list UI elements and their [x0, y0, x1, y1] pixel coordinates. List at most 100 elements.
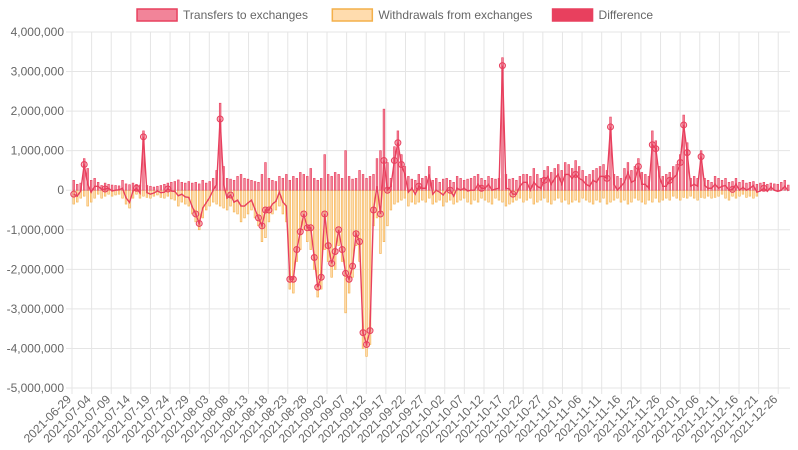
difference-point: [349, 262, 357, 270]
withdrawals-bar: [459, 189, 462, 201]
transfers-bar: [330, 176, 333, 191]
legend-swatch-transfers[interactable]: [136, 8, 178, 22]
withdrawals-bar: [525, 189, 529, 201]
transfers-bar: [776, 183, 779, 191]
legend-label-difference[interactable]: Difference: [599, 8, 654, 22]
transfers-bar: [152, 186, 156, 191]
transfers-bar: [560, 170, 563, 191]
withdrawals-bar: [302, 189, 305, 231]
transfers-bar: [156, 185, 159, 191]
transfers-bar: [246, 178, 250, 191]
transfers-bar: [159, 185, 163, 191]
withdrawals-bar: [218, 189, 222, 207]
difference-point: [366, 327, 374, 335]
withdrawals-bar: [647, 189, 651, 201]
difference-point: [540, 176, 548, 184]
withdrawals-bar: [309, 189, 312, 250]
withdrawals-bar: [205, 189, 208, 211]
transfers-bar: [76, 183, 79, 191]
transfers-bar: [462, 180, 466, 191]
withdrawals-bar: [748, 189, 752, 197]
transfers-bar: [494, 178, 497, 191]
difference-point: [356, 238, 364, 246]
transfers-bar: [103, 182, 107, 191]
withdrawals-bar: [532, 189, 535, 205]
withdrawals-bar: [706, 189, 710, 197]
withdrawals-bar: [142, 189, 145, 197]
legend-swatch-withdrawals[interactable]: [331, 8, 374, 22]
transfers-bar: [469, 178, 473, 191]
difference-point: [335, 226, 343, 234]
withdrawals-bar: [741, 189, 745, 195]
withdrawals-bar: [665, 189, 668, 199]
withdrawals-bar: [462, 189, 466, 199]
transfers-bar: [466, 178, 469, 191]
withdrawals-bar: [588, 189, 591, 203]
withdrawals-bar: [689, 189, 692, 197]
withdrawals-bar: [93, 189, 96, 199]
legend-label-withdrawals[interactable]: Withdrawals from exchanges: [378, 8, 532, 22]
transfers-bar: [89, 180, 93, 191]
withdrawals-bar: [421, 189, 424, 201]
transfers-bar: [288, 180, 292, 191]
withdrawals-bar: [504, 189, 508, 207]
transfers-bar: [438, 182, 441, 191]
transfers-bar: [699, 150, 703, 191]
transfers-bar: [459, 178, 462, 191]
withdrawals-bar: [713, 189, 717, 198]
withdrawals-bar: [180, 189, 183, 203]
transfers-bar: [435, 178, 438, 191]
y-tick-label: 0: [57, 183, 64, 197]
withdrawals-bar: [159, 189, 163, 198]
legend-label-transfers[interactable]: Transfers to exchanges: [183, 8, 308, 22]
withdrawals-bar: [574, 189, 577, 201]
transfers-bar: [292, 176, 295, 191]
difference-point: [216, 115, 224, 123]
difference-point: [390, 157, 398, 165]
y-tick-label: -1,000,000: [7, 223, 65, 237]
grid-lines: [66, 31, 790, 394]
difference-point: [70, 190, 78, 198]
transfers-bar: [337, 174, 340, 191]
transfers-bar: [135, 183, 138, 191]
transfers-bar: [313, 178, 316, 191]
transfers-bar: [316, 180, 319, 191]
transfers-bar: [243, 178, 246, 191]
legend: Transfers to exchanges Withdrawals from e…: [136, 8, 654, 22]
legend-swatch-difference[interactable]: [551, 8, 594, 22]
y-tick-label: -3,000,000: [7, 302, 65, 316]
difference-point: [352, 230, 360, 238]
transfers-bar: [731, 181, 734, 191]
transfers-bar: [93, 178, 96, 191]
withdrawals-bar: [222, 189, 225, 209]
withdrawals-bar: [501, 189, 504, 203]
transfers-bar: [675, 164, 678, 191]
transfers-bar: [327, 174, 330, 191]
difference-path: [73, 65, 789, 348]
transfers-bar: [365, 178, 368, 191]
withdrawals-bar: [117, 189, 121, 195]
transfers-bar: [532, 168, 535, 191]
difference-point: [227, 191, 235, 199]
transfers-bar: [173, 181, 176, 191]
withdrawals-bar: [469, 189, 473, 205]
transfers-bar: [110, 184, 114, 191]
difference-point: [293, 246, 301, 254]
difference-point: [498, 62, 506, 70]
difference-point: [324, 242, 332, 250]
y-axis-ticks: 4,000,000 3,000,000 2,000,000 1,000,000 0 -1,…: [7, 25, 65, 395]
difference-point: [397, 161, 405, 169]
transfers-bar: [410, 178, 414, 191]
difference-point: [760, 184, 768, 192]
withdrawals-bar: [626, 189, 630, 205]
transfers-bar: [323, 154, 326, 191]
withdrawals-bar: [577, 189, 581, 203]
difference-point: [328, 259, 336, 267]
transfers-bar: [375, 158, 379, 191]
withdrawals-bar: [497, 189, 501, 201]
transfers-bar: [344, 150, 347, 191]
transfers-bar: [741, 180, 745, 191]
transfers-bar: [232, 180, 236, 191]
withdrawals-bar: [215, 189, 218, 205]
